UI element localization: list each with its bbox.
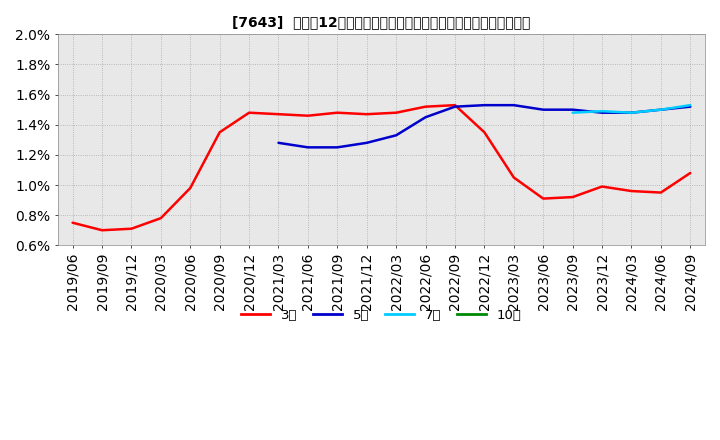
- Line: 3年: 3年: [73, 105, 690, 230]
- 3年: [539, 196, 547, 201]
- 3年: [304, 113, 312, 118]
- 7年: [627, 110, 636, 115]
- 3年: [686, 170, 695, 176]
- 3年: [480, 130, 489, 135]
- Line: 7年: 7年: [572, 105, 690, 113]
- Line: 5年: 5年: [279, 105, 690, 147]
- 5年: [421, 114, 430, 120]
- 3年: [245, 110, 253, 115]
- 5年: [362, 140, 371, 146]
- 3年: [333, 110, 342, 115]
- 7年: [598, 109, 606, 114]
- 5年: [451, 104, 459, 109]
- 5年: [686, 104, 695, 109]
- 3年: [156, 216, 165, 221]
- 5年: [333, 145, 342, 150]
- 3年: [215, 130, 224, 135]
- 3年: [421, 104, 430, 109]
- 5年: [510, 103, 518, 108]
- 3年: [98, 227, 107, 233]
- 5年: [539, 107, 547, 112]
- 3年: [598, 184, 606, 189]
- 3年: [657, 190, 665, 195]
- 3年: [451, 103, 459, 108]
- 5年: [480, 103, 489, 108]
- 3年: [362, 112, 371, 117]
- 5年: [274, 140, 283, 146]
- 5年: [392, 132, 400, 138]
- 5年: [627, 110, 636, 115]
- 5年: [568, 107, 577, 112]
- 7年: [657, 107, 665, 112]
- 7年: [686, 103, 695, 108]
- 3年: [627, 188, 636, 194]
- 3年: [510, 175, 518, 180]
- Title: [7643]  売上高12か月移動合計の対前年同期増減率の標準偏差の推移: [7643] 売上高12か月移動合計の対前年同期増減率の標準偏差の推移: [233, 15, 531, 29]
- 3年: [392, 110, 400, 115]
- 3年: [274, 112, 283, 117]
- Legend: 3年, 5年, 7年, 10年: 3年, 5年, 7年, 10年: [236, 304, 527, 327]
- 3年: [186, 185, 194, 191]
- 5年: [304, 145, 312, 150]
- 5年: [598, 110, 606, 115]
- 3年: [568, 194, 577, 200]
- 5年: [657, 107, 665, 112]
- 3年: [68, 220, 77, 225]
- 3年: [127, 226, 136, 231]
- 7年: [568, 110, 577, 115]
